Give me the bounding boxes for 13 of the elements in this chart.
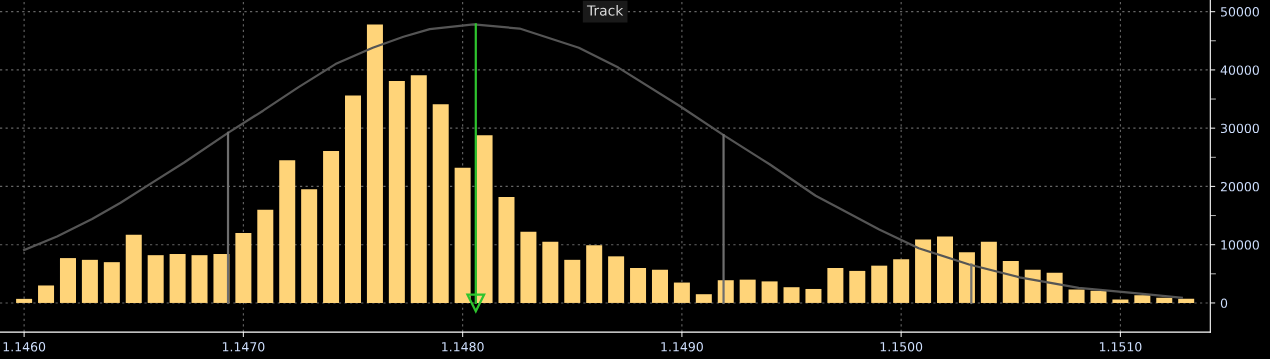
x-tick-label: 1.1480 xyxy=(442,342,484,352)
x-tick-label: 1.1470 xyxy=(222,342,265,352)
x-tick-label: 1.1500 xyxy=(880,342,923,352)
y-tick-label: 20000 xyxy=(1220,181,1259,192)
y-tick-label: 40000 xyxy=(1220,65,1259,75)
annotation: Track xyxy=(586,4,624,16)
y-tick-label: 50000 xyxy=(1221,7,1259,17)
x-tick-label: 1.1490 xyxy=(661,342,703,352)
y-tick-label: 0 xyxy=(1220,298,1228,308)
x-tick-label: 1.1460 xyxy=(3,342,46,352)
y-tick-label: 10000 xyxy=(1221,240,1259,250)
y-tick-label: 30000 xyxy=(1220,123,1259,134)
x-tick-label: 1.1510 xyxy=(1099,342,1142,352)
